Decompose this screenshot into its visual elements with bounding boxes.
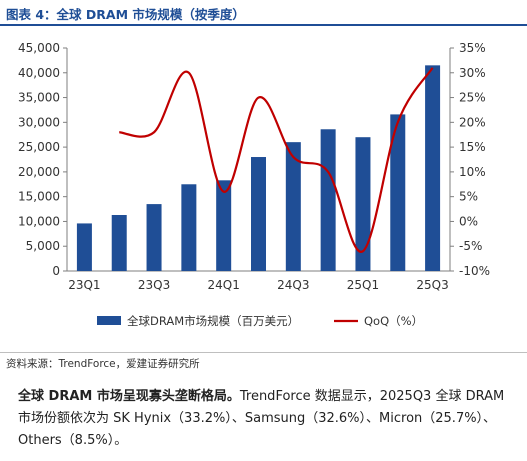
left-tick-label: 35,000: [18, 91, 60, 105]
left-tick-label: 25,000: [18, 140, 60, 154]
bar: [251, 157, 266, 271]
legend-bar-label: 全球DRAM市场规模（百万美元）: [127, 314, 299, 328]
right-tick-label: 20%: [459, 115, 486, 129]
bar: [320, 129, 336, 271]
bar: [146, 204, 162, 271]
right-tick-label: -10%: [459, 264, 490, 278]
legend-bar-swatch: [97, 316, 121, 325]
x-tick-label: 23Q3: [138, 278, 170, 292]
right-tick-label: -5%: [459, 239, 482, 253]
divider: [0, 352, 527, 353]
figure-header: 图表 4：全球 DRAM 市场规模（按季度）: [0, 0, 527, 26]
bar: [390, 114, 406, 271]
caption: 全球 DRAM 市场呈现寡头垄断格局。TrendForce 数据显示，2025Q…: [18, 386, 513, 452]
x-tick-label: 25Q1: [347, 278, 379, 292]
left-tick-label: 10,000: [18, 214, 60, 228]
right-tick-label: 10%: [459, 165, 486, 179]
qoq-line: [119, 67, 434, 253]
right-tick-label: 0%: [459, 214, 478, 228]
left-tick-label: 5,000: [26, 239, 60, 253]
figure-title: 图表 4：全球 DRAM 市场规模（按季度）: [6, 7, 245, 22]
left-tick-label: 45,000: [18, 41, 60, 55]
x-tick-label: 24Q1: [208, 278, 240, 292]
bar: [76, 223, 92, 271]
left-tick-label: 0: [52, 264, 60, 278]
left-tick-label: 40,000: [18, 66, 60, 80]
legend-line-label: QoQ（%）: [364, 314, 423, 328]
right-tick-label: 5%: [459, 190, 478, 204]
bar: [216, 180, 232, 271]
x-tick-label: 25Q3: [416, 278, 448, 292]
x-tick-label: 23Q1: [68, 278, 100, 292]
x-tick-label: 24Q3: [277, 278, 309, 292]
source-note: 资料来源：TrendForce，爱建证券研究所: [6, 358, 200, 370]
right-tick-label: 30%: [459, 66, 486, 80]
bar: [111, 215, 127, 271]
bar: [181, 184, 197, 271]
bar: [285, 142, 301, 271]
right-tick-label: 15%: [459, 140, 486, 154]
left-tick-label: 15,000: [18, 190, 60, 204]
left-tick-label: 20,000: [18, 165, 60, 179]
chart: 0 5,000 10,000 15,000 20,000 25,000 30,000 35,0…: [18, 41, 490, 328]
caption-body: TrendForce 数据显示，2025Q3 全球 DRAM 市场份额依次为 S…: [18, 389, 505, 448]
right-tick-label: 35%: [459, 41, 486, 55]
bar: [355, 137, 371, 271]
left-tick-label: 30,000: [18, 115, 60, 129]
caption-lead: 全球 DRAM 市场呈现寡头垄断格局。: [18, 389, 240, 404]
bar: [425, 65, 441, 271]
right-tick-label: 25%: [459, 91, 486, 105]
